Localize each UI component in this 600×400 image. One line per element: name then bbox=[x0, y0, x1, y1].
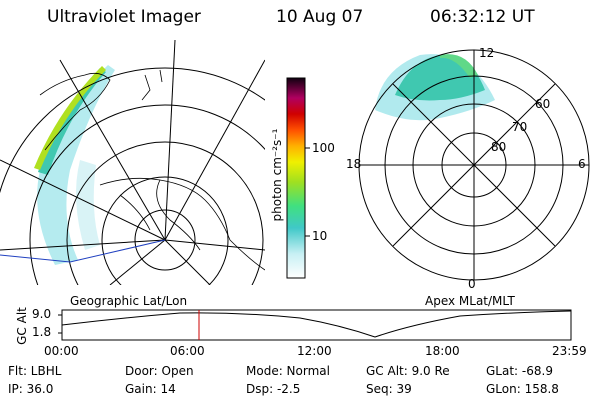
satellite-track bbox=[0, 239, 166, 263]
time-tick-0000: 00:00 bbox=[44, 344, 79, 358]
observation-time: 06:32:12 UT bbox=[430, 7, 535, 27]
instrument-title: Ultraviolet Imager bbox=[47, 7, 201, 27]
time-tick-2359: 23:59 bbox=[552, 344, 587, 358]
info-glon: GLon: 158.8 bbox=[486, 382, 559, 396]
colorbar-tick-100: 100 bbox=[312, 141, 335, 155]
info-gc-alt: GC Alt: 9.0 Re bbox=[366, 364, 450, 378]
new-zealand-coast bbox=[141, 69, 163, 101]
aurora-core-geo bbox=[38, 68, 106, 175]
apex-label: Apex MLat/MLT bbox=[425, 294, 515, 308]
polar-mlt-plot bbox=[358, 49, 590, 281]
mlt-label-12: 12 bbox=[479, 46, 495, 60]
lat-label-70: 70 bbox=[512, 120, 528, 134]
lat-label-60: 60 bbox=[535, 97, 551, 111]
altitude-curve bbox=[61, 310, 572, 338]
lat-label-80: 80 bbox=[491, 140, 507, 154]
mlt-label-18: 18 bbox=[346, 157, 362, 171]
australia-coast bbox=[39, 72, 111, 151]
info-mode: Mode: Normal bbox=[246, 364, 330, 378]
aurora-oval-geo bbox=[37, 65, 116, 265]
altitude-ytick-high: 9.0 bbox=[32, 307, 52, 321]
mlt-label-0: 0 bbox=[468, 277, 476, 291]
time-tick-1800: 18:00 bbox=[425, 344, 460, 358]
time-tick-1200: 12:00 bbox=[297, 344, 332, 358]
info-dsp: Dsp: -2.5 bbox=[246, 382, 301, 396]
antarctica-coast bbox=[99, 177, 265, 271]
observation-date: 10 Aug 07 bbox=[276, 7, 364, 27]
aurora-speckle-geo bbox=[76, 160, 100, 250]
altitude-ylabel: GC Alt bbox=[15, 307, 29, 345]
info-ip: IP: 36.0 bbox=[8, 382, 54, 396]
info-door: Door: Open bbox=[125, 364, 194, 378]
time-tick-0600: 06:00 bbox=[170, 344, 205, 358]
colorbar bbox=[286, 77, 306, 279]
mlt-label-6: 6 bbox=[578, 157, 586, 171]
info-seq: Seq: 39 bbox=[366, 382, 412, 396]
info-gain: Gain: 14 bbox=[125, 382, 176, 396]
geographic-map bbox=[0, 40, 265, 285]
altitude-plot bbox=[58, 309, 572, 341]
colorbar-tick-10: 10 bbox=[312, 229, 328, 243]
altitude-ytick-low: 1.8 bbox=[32, 325, 52, 339]
aurora-bright-geo bbox=[34, 66, 106, 170]
info-filter: Flt: LBHL bbox=[8, 364, 62, 378]
geographic-label: Geographic Lat/Lon bbox=[70, 294, 188, 308]
colorbar-label: photon cm⁻²s⁻¹ bbox=[270, 128, 284, 222]
info-glat: GLat: -68.9 bbox=[486, 364, 553, 378]
